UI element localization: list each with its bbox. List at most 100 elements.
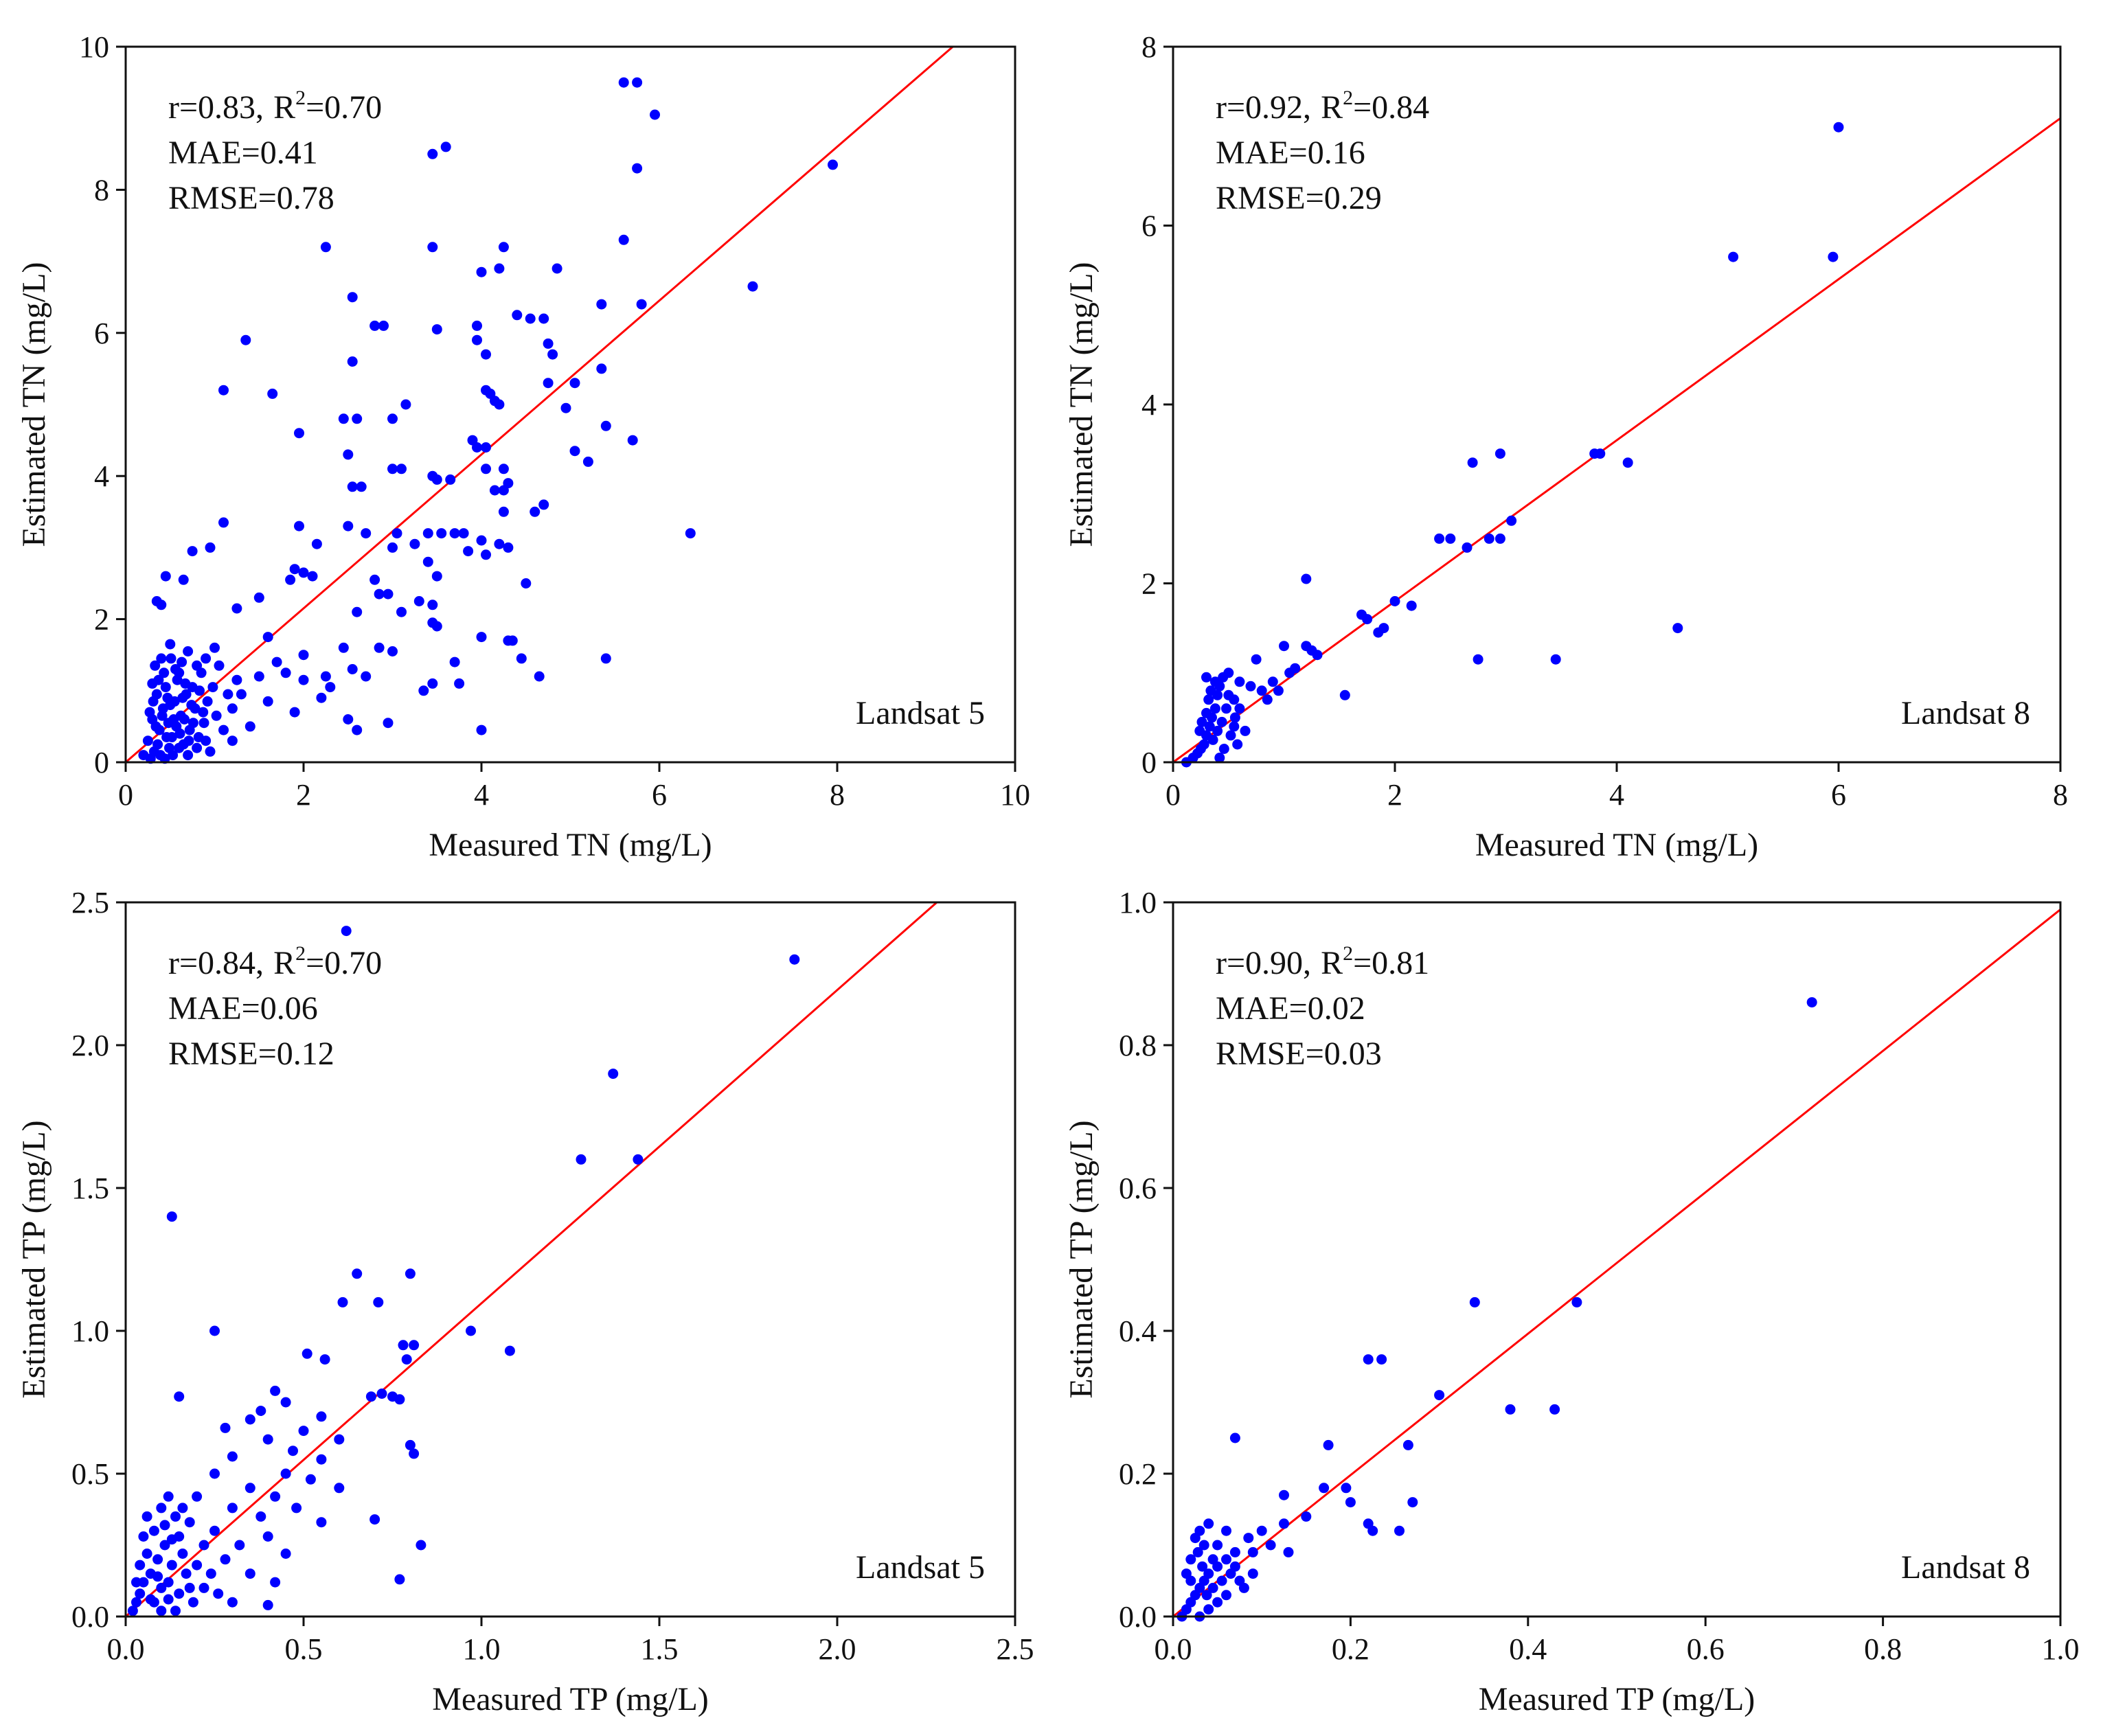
data-point [608,1069,619,1080]
data-point [159,667,170,678]
data-point [218,385,229,396]
data-point [1494,533,1505,544]
panel-tp-landsat5: 0.0 0.5 1.0 1.5 2.0 2.5 0.0 0.5 1.0 1.5 2.0 2.5 Meas… [16,886,1034,1717]
data-point [194,685,205,696]
data-point [289,707,300,718]
data-point [1203,694,1214,705]
data-point [1198,1540,1209,1551]
data-point [145,1594,156,1605]
y-tick-label: 8 [1141,30,1157,64]
data-point [409,538,420,549]
data-point [1279,641,1289,652]
stat-rmse: RMSE=0.29 [1216,180,1382,216]
data-point [356,481,367,492]
data-point [1267,676,1278,687]
satellite-label: Landsat 5 [856,1549,985,1586]
data-point [231,603,242,614]
data-point [503,542,514,553]
data-point [177,692,188,703]
data-point [156,599,167,610]
data-point [1484,533,1494,544]
data-point [472,334,482,345]
data-point [183,735,194,746]
data-point [141,1511,152,1522]
data-point [618,77,629,88]
data-point [373,1297,384,1307]
data-point [166,1534,177,1545]
data-point [534,671,545,682]
data-point [600,420,611,431]
data-point [159,1540,170,1551]
data-point [192,1491,203,1502]
data-point [1205,685,1216,696]
data-point [1196,716,1207,727]
data-point [1204,721,1215,732]
x-tick-label: 8 [2053,778,2068,812]
data-point [374,642,385,653]
data-point [394,1574,405,1585]
x-tick-label: 1.0 [2042,1632,2080,1666]
data-point [378,320,389,331]
data-point [192,1560,203,1571]
y-tick-label: 0.6 [1119,1172,1157,1205]
data-point [396,606,407,617]
data-point [174,1588,185,1599]
data-point [316,1454,327,1465]
data-point [405,1268,416,1279]
data-point [458,528,469,539]
data-point [1203,1604,1214,1615]
stat-r-r2: r=0.83, R2=0.70 [168,87,382,126]
data-point [476,535,487,546]
data-point [338,642,349,653]
x-axis-title: Measured TN (mg/L) [429,827,712,863]
data-point [156,1503,167,1514]
y-tick-label: 2.0 [71,1029,109,1062]
data-point [1194,725,1205,736]
data-point [1283,1546,1294,1557]
stat-rmse: RMSE=0.12 [168,1036,334,1072]
data-point [569,446,580,457]
data-point [409,1340,420,1351]
data-point [472,320,482,331]
y-tick-label: 0.5 [71,1457,109,1491]
data-point [1319,1483,1330,1494]
data-point [632,163,643,174]
data-point [449,528,460,539]
data-point [365,1391,376,1402]
data-point [376,1389,387,1399]
data-point [1214,753,1225,763]
data-point [343,449,354,460]
y-tick-label: 2 [1141,567,1157,601]
data-point [1203,1518,1214,1529]
x-tick-label: 0.5 [285,1632,323,1666]
data-point [538,313,549,324]
data-point [1376,1354,1387,1365]
panel-tn-landsat8: 0 2 4 6 8 0 2 4 6 8 Measured TN (mg/L) Estimated TN… [1063,30,2068,863]
data-point [155,750,166,761]
data-point [1341,1483,1352,1494]
data-point [494,538,505,549]
data-point [1207,1554,1218,1565]
x-tick-label: 8 [830,778,845,812]
data-point [177,1549,188,1559]
data-point [828,159,838,170]
data-point [338,413,349,424]
data-point [436,528,447,539]
data-point [245,721,255,732]
data-point [1197,1561,1208,1572]
data-point [1378,623,1389,634]
data-point [223,689,234,700]
data-point [166,1560,177,1571]
data-point [383,589,394,599]
data-point [1245,681,1256,692]
data-point [1833,122,1844,133]
data-point [1251,654,1262,665]
data-point [1229,712,1240,723]
data-point [396,464,407,475]
y-tick-label: 0.0 [1119,1600,1157,1634]
data-point [538,499,549,510]
data-point [160,571,171,582]
data-point [320,671,331,682]
y-tick-label: 4 [94,459,109,493]
